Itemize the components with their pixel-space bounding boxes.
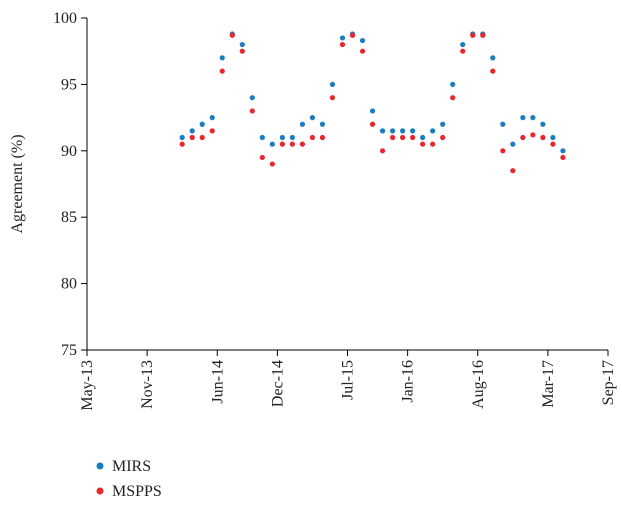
point [550,141,556,147]
point [179,141,185,147]
point [189,128,195,134]
x-tick-label: Jan-16 [400,360,417,403]
point [410,128,416,134]
point [540,134,546,141]
x-tick-label: Mar-17 [540,360,557,408]
point [530,132,536,138]
point [510,168,516,174]
x-tick-label: Sep-17 [600,360,617,405]
point [420,141,426,147]
y-axis-label: Agreement (%) [9,134,26,233]
point [239,41,245,48]
x-tick-label: Aug-16 [470,360,487,409]
point [339,41,346,48]
point [269,161,275,167]
y-tick-label: 95 [61,76,77,93]
point [359,37,366,44]
point [379,128,386,134]
point [460,41,466,48]
x-tick-label: May-13 [79,360,96,411]
point [269,141,275,147]
point [520,134,526,141]
point [560,154,566,161]
legend-label: MSPPS [112,483,162,500]
point [289,141,295,147]
point [279,141,285,147]
point [389,134,396,141]
point [209,128,215,134]
point [339,35,346,41]
point [450,95,456,101]
point [329,81,336,87]
point [309,134,316,141]
y-tick-label: 90 [61,143,77,160]
point [430,141,436,147]
point [410,134,416,141]
y-tick-label: 80 [61,276,77,293]
point [189,134,195,141]
point [199,134,205,141]
point [309,115,316,121]
point [540,121,546,127]
point [400,134,406,141]
point [460,48,466,54]
point [450,81,456,87]
point [209,115,215,121]
x-tick-label: Jul-15 [340,360,357,400]
point [329,95,336,101]
x-tick-label: Nov-13 [139,360,156,409]
point [430,128,436,134]
point [510,141,516,147]
point [500,148,506,154]
point [500,121,506,127]
point [279,134,285,141]
point [420,134,426,141]
point [480,32,486,38]
point [359,48,366,54]
point [259,154,265,161]
point [470,32,476,38]
point [249,95,255,101]
point [369,121,376,127]
y-tick-label: 75 [61,342,77,359]
point [440,134,446,141]
point [299,121,306,127]
point [219,55,225,61]
point [299,141,306,147]
point [389,128,396,134]
point [379,148,386,154]
point [199,121,205,127]
point [490,55,496,61]
point [319,121,326,127]
point [249,108,255,114]
point [219,68,225,74]
point [239,48,245,54]
x-tick-label: Jun-14 [209,360,226,404]
point [550,134,556,141]
point [289,134,295,141]
y-tick-label: 100 [53,10,77,27]
y-tick-label: 85 [61,209,77,226]
point [369,108,376,114]
point [530,115,536,121]
point [400,128,406,134]
point [349,32,356,38]
point [560,148,566,154]
point [229,32,235,38]
point [319,134,326,141]
point [259,134,265,141]
legend-marker [96,462,104,470]
legend-label: MIRS [112,458,151,475]
point [179,134,185,141]
legend-marker [96,487,104,495]
point [490,68,496,74]
x-tick-label: Dec-14 [269,360,286,407]
point [440,121,446,127]
point [520,115,526,121]
